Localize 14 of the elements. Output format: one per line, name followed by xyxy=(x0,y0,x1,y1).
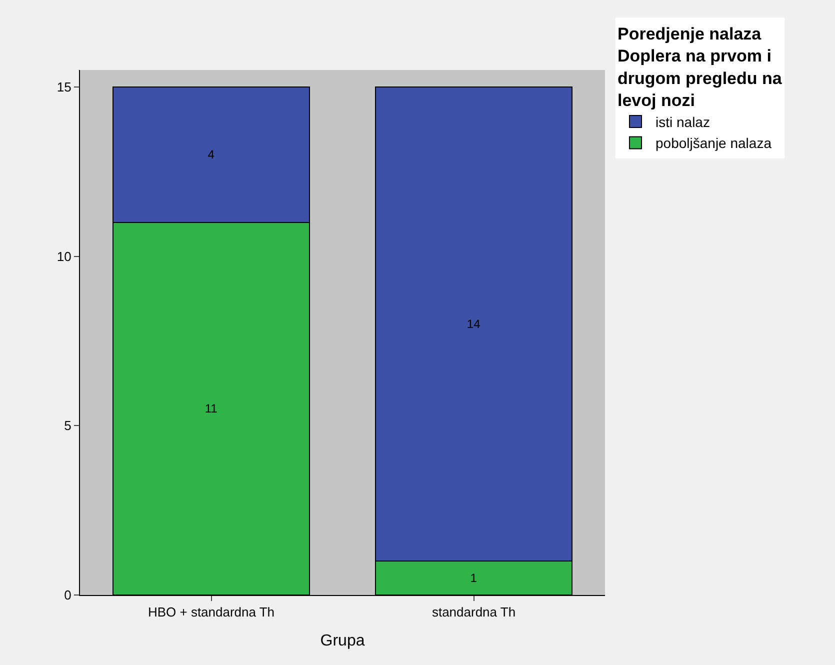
y-tick-label: 0 xyxy=(64,588,72,603)
x-axis-title: Grupa xyxy=(320,632,365,650)
legend-title: Poredjenje nalaza Doplera na prvom i drugom pregledu na levoj nozi xyxy=(618,24,782,110)
y-tick-label: 15 xyxy=(56,79,72,94)
legend-label: poboljšanje nalaza xyxy=(656,135,772,152)
y-tick-label: 5 xyxy=(64,418,72,434)
data-label: 11 xyxy=(204,402,218,416)
data-label: 1 xyxy=(470,571,478,586)
y-tick-label: 10 xyxy=(56,248,72,264)
x-tick-label: HBO + standardna Th xyxy=(148,604,275,620)
legend-label: isti nalaz xyxy=(656,114,710,130)
data-label: 4 xyxy=(208,148,215,162)
data-label: 14 xyxy=(466,317,481,332)
x-tick-label: standardna Th xyxy=(432,604,516,620)
